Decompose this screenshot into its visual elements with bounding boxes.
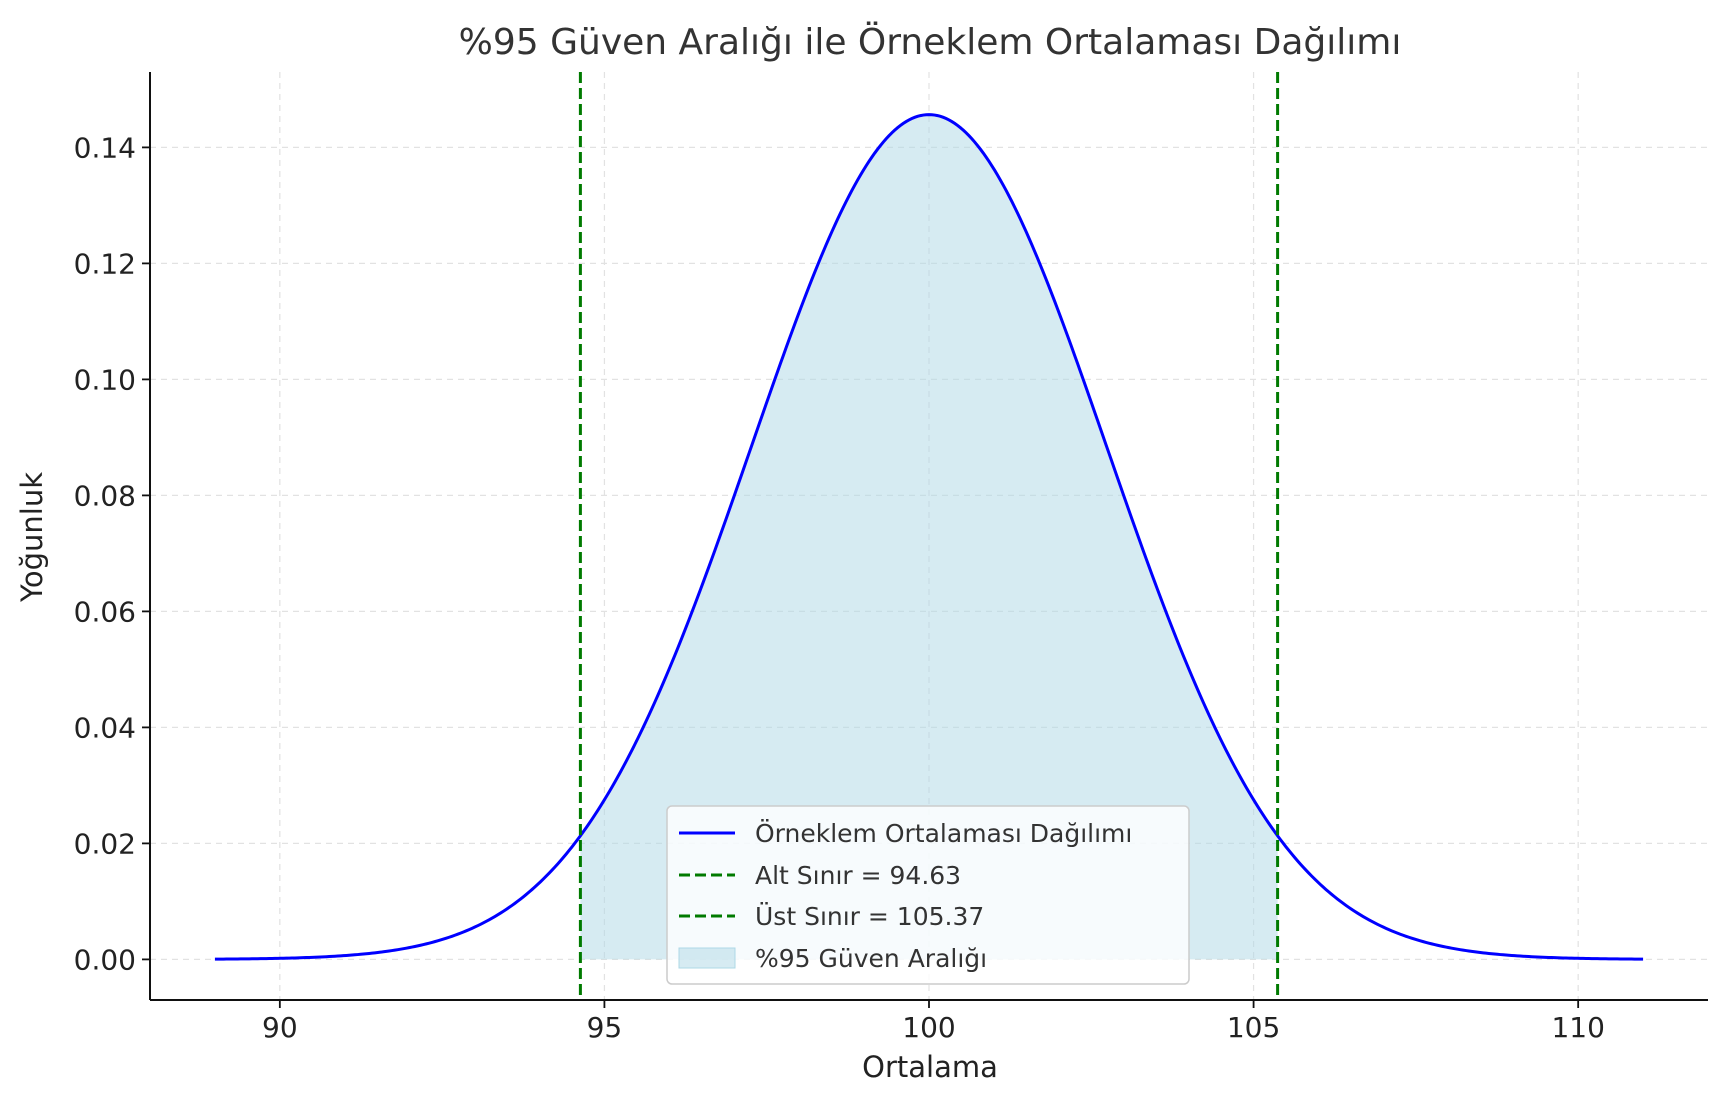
y-tick-label: 0.00 <box>74 943 136 976</box>
x-tick-label: 110 <box>1551 1011 1604 1044</box>
y-tick-label: 0.14 <box>74 131 136 164</box>
y-axis-label: Yoğunluk <box>15 472 49 603</box>
x-tick-label: 90 <box>262 1011 298 1044</box>
chart-title: %95 Güven Aralığı ile Örneklem Ortalamas… <box>459 21 1402 63</box>
y-tick-label: 0.12 <box>74 247 136 280</box>
confidence-fill-layer <box>580 114 1278 960</box>
legend-swatch <box>678 947 736 969</box>
y-tick-label: 0.08 <box>74 479 136 512</box>
bound-lines-layer <box>578 72 1280 1000</box>
legend-box <box>666 805 1190 985</box>
ticks: 90 95 100 105 110 0.00 0.02 0.04 0.06 0.08 0.10 0.1… <box>74 131 1605 1044</box>
legend-label: %95 Güven Aralığı <box>755 944 987 973</box>
legend-label: Örneklem Ortalaması Dağılımı <box>755 819 1132 848</box>
y-tick-label: 0.06 <box>74 595 136 628</box>
y-tick-label: 0.04 <box>74 711 136 744</box>
curve-layer <box>214 113 1644 961</box>
confidence-interval-fill <box>580 114 1278 960</box>
y-tick-label: 0.10 <box>74 363 136 396</box>
legend-label: Alt Sınır = 94.63 <box>755 861 961 890</box>
density-curve <box>214 113 1644 961</box>
y-tick-label: 0.02 <box>74 827 136 860</box>
legend: Örneklem Ortalaması Dağılımı Alt Sınır = … <box>666 805 1190 985</box>
x-tick-label: 100 <box>902 1011 955 1044</box>
x-tick-label: 95 <box>587 1011 623 1044</box>
legend-label: Üst Sınır = 105.37 <box>755 902 984 931</box>
x-tick-label: 105 <box>1227 1011 1280 1044</box>
x-axis-label: Ortalama <box>862 1050 998 1084</box>
